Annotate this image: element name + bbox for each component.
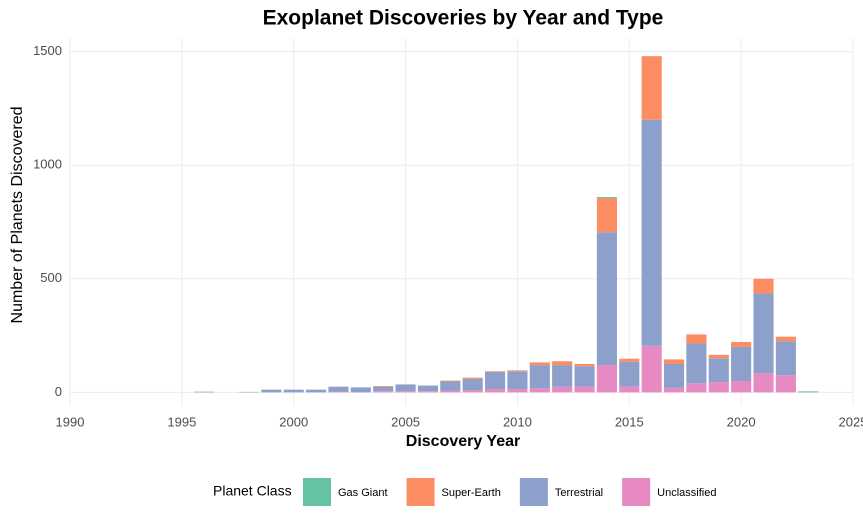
bar-segment xyxy=(462,378,483,391)
bar-segment xyxy=(417,385,439,392)
bar-segment xyxy=(507,388,528,393)
x-tick-label: 1990 xyxy=(56,414,85,429)
legend-label: Super-Earth xyxy=(442,487,501,499)
bar-segment xyxy=(663,359,685,364)
bar-segment xyxy=(663,387,685,393)
bar-segment xyxy=(462,390,483,393)
legend-key xyxy=(406,478,435,506)
chart-title: Exoplanet Discoveries by Year and Type xyxy=(263,7,664,30)
bar-segment xyxy=(395,384,416,392)
bar-segment xyxy=(708,382,729,393)
bar-segment xyxy=(686,334,707,344)
bar-segment xyxy=(641,56,662,120)
legend-title: Planet Class xyxy=(213,483,292,499)
bar-segment xyxy=(775,336,796,342)
bar-segment xyxy=(350,387,371,393)
bar-segment xyxy=(552,386,573,393)
bar-segment xyxy=(373,391,394,393)
bar-segment xyxy=(440,381,461,391)
legend-key xyxy=(519,478,548,506)
bar-segment xyxy=(641,119,662,346)
legend-label: Unclassified xyxy=(657,487,716,499)
bar-segment xyxy=(731,341,752,347)
bar-segment xyxy=(731,346,752,382)
bar-segment xyxy=(306,389,327,393)
bar-segment xyxy=(484,388,506,393)
x-tick-label: 2015 xyxy=(615,414,644,429)
bar-segment xyxy=(596,365,617,393)
bar-segment xyxy=(484,371,506,372)
bar-segment xyxy=(753,373,774,393)
bar-segment xyxy=(395,391,416,393)
bar-segment xyxy=(574,386,595,393)
bar-segment xyxy=(194,391,215,393)
bar-segment xyxy=(708,358,729,383)
bar-segment xyxy=(775,341,796,376)
bar-segment xyxy=(619,358,640,362)
y-axis-label: Number of Planets Discovered xyxy=(9,107,26,324)
x-tick-label: 2000 xyxy=(279,414,308,429)
bar-segment xyxy=(440,390,461,393)
x-tick-label: 2020 xyxy=(727,414,756,429)
bar-segment xyxy=(484,371,506,389)
bar-segment xyxy=(574,366,595,387)
y-tick-label: 0 xyxy=(55,384,62,399)
bar-segment xyxy=(596,198,617,233)
bar-segment xyxy=(596,197,617,199)
bar-segment xyxy=(619,361,640,387)
bar-segment xyxy=(753,293,774,374)
bar-segment xyxy=(507,370,528,372)
bar-segment xyxy=(283,389,304,393)
legend-label: Terrestrial xyxy=(555,487,603,499)
bar-segment xyxy=(417,391,439,393)
legend-key xyxy=(303,478,331,506)
bar-segment xyxy=(753,278,774,294)
bar-segment xyxy=(663,363,685,388)
legend-key xyxy=(622,478,651,506)
x-tick-label: 2025 xyxy=(839,414,863,429)
bar-segment xyxy=(507,371,528,389)
bar-segment xyxy=(373,386,394,392)
bar-segment xyxy=(731,381,752,393)
x-axis-label: Discovery Year xyxy=(406,433,520,450)
bar-segment xyxy=(619,386,640,393)
x-tick-label: 2005 xyxy=(391,414,420,429)
x-tick-label: 1995 xyxy=(167,414,196,429)
x-tick-label: 2010 xyxy=(503,414,532,429)
bar-segment xyxy=(529,362,550,366)
bar-segment xyxy=(529,388,550,393)
bar-segment xyxy=(261,389,282,393)
bar-segment xyxy=(529,365,550,389)
y-tick-label: 1000 xyxy=(33,157,62,172)
bar-segment xyxy=(552,365,573,387)
bar-segment xyxy=(373,386,394,387)
bar-segment xyxy=(708,354,729,359)
bar-segment xyxy=(798,391,819,393)
bar-segment xyxy=(462,377,483,379)
y-tick-label: 1500 xyxy=(33,43,62,58)
bar-segment xyxy=(552,361,573,366)
y-tick-label: 500 xyxy=(40,270,62,285)
bar-segment xyxy=(328,386,349,392)
legend-label: Gas Giant xyxy=(338,487,388,499)
bar-segment xyxy=(574,363,595,367)
bar-segment xyxy=(686,343,707,384)
bar-segment xyxy=(641,345,662,393)
bar-segment xyxy=(440,380,461,382)
bar-segment xyxy=(775,375,796,393)
bar-segment xyxy=(596,232,617,366)
bar-segment xyxy=(686,383,707,393)
